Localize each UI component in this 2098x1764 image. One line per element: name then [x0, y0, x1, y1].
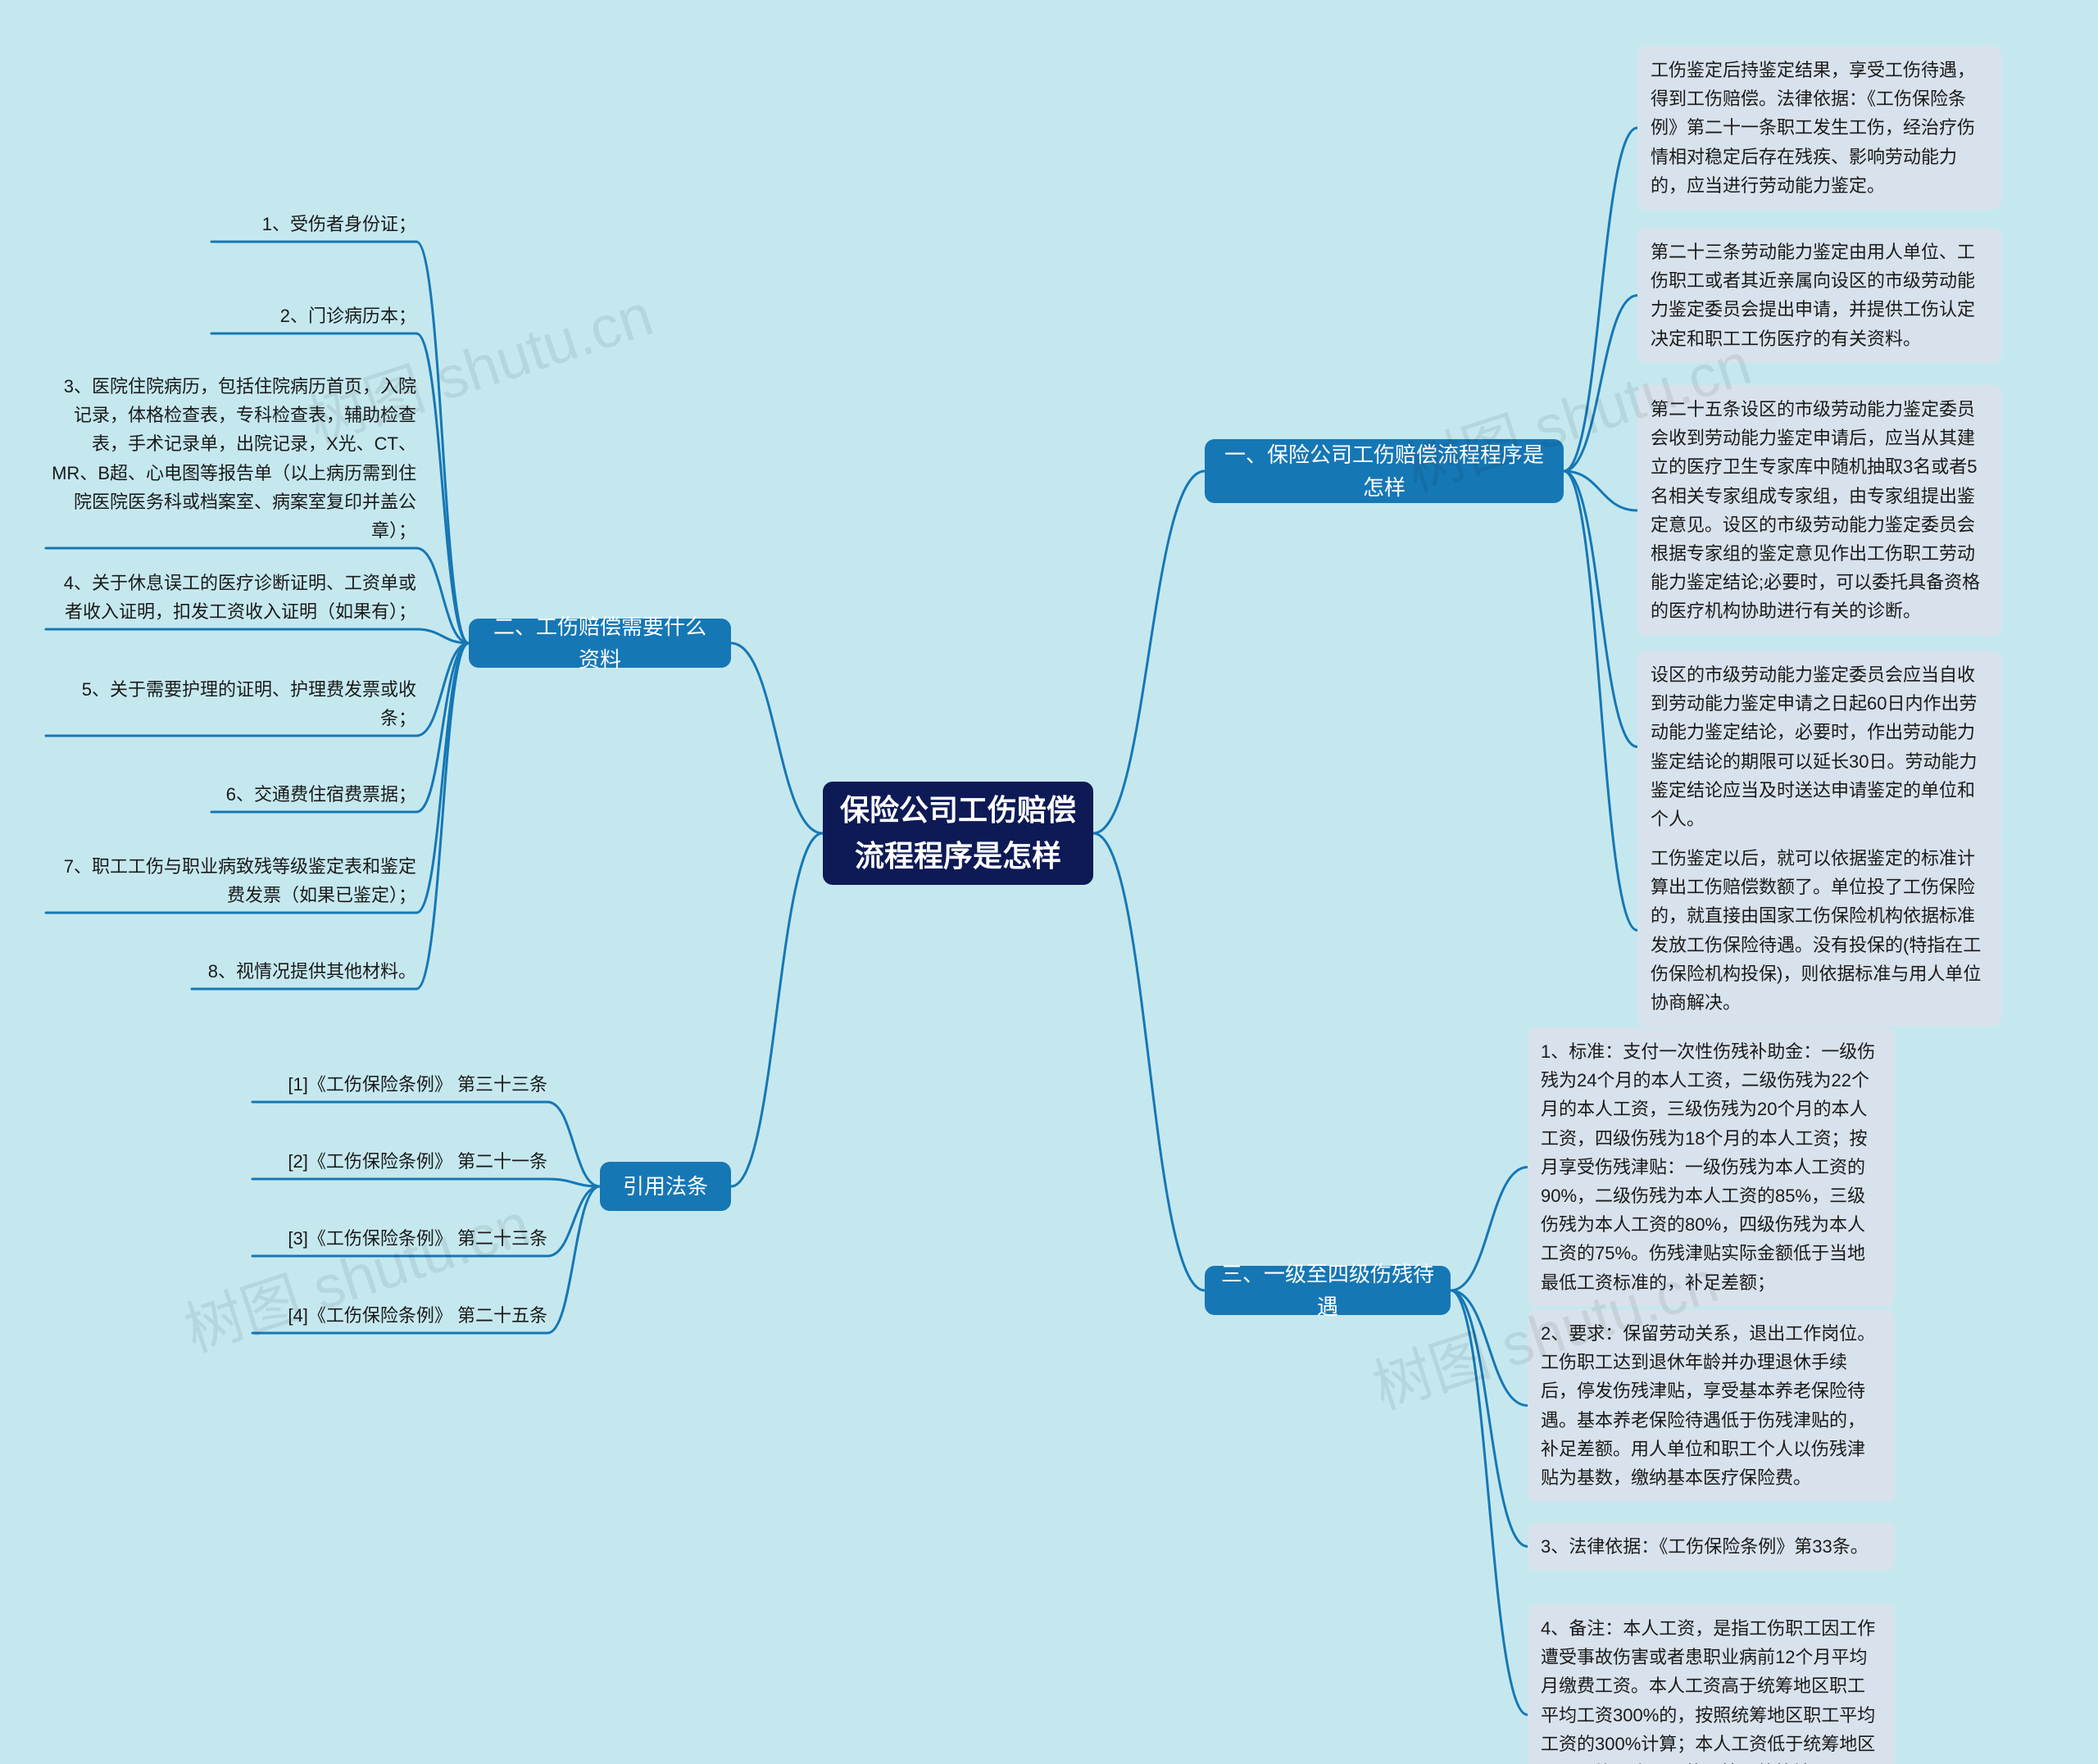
leaf-label: 5、关于需要护理的证明、护理费发票或收条；: [82, 679, 416, 728]
leaf-node[interactable]: [3]《工伤保险条例》 第二十三条: [252, 1224, 547, 1253]
branch-label: 一、保险公司工伤赔偿流程程序是怎样: [1221, 438, 1547, 505]
leaf-label: 2、门诊病历本；: [280, 306, 416, 326]
branch-node-1[interactable]: 一、保险公司工伤赔偿流程程序是怎样: [1205, 439, 1564, 503]
leaf-label: 4、关于休息误工的医疗诊断证明、工资单或者收入证明，扣发工资收入证明（如果有）；: [64, 573, 416, 622]
leaf-label: 2、要求：保留劳动关系，退出工作岗位。工伤职工达到退休年龄并办理退休手续后，停发…: [1541, 1323, 1875, 1488]
leaf-label: 第二十三条劳动能力鉴定由用人单位、工伤职工或者其近亲属向设区的市级劳动能力鉴定委…: [1651, 242, 1975, 349]
leaf-label: 6、交通费住宿费票据；: [226, 784, 416, 805]
leaf-node[interactable]: 3、医院住院病历，包括住院病历首页，入院记录，体格检查表，专科检查表，辅助检查表…: [46, 372, 416, 545]
leaf-label: 设区的市级劳动能力鉴定委员会应当自收到劳动能力鉴定申请之日起60日内作出劳动能力…: [1651, 664, 1977, 829]
leaf-label: [2]《工伤保险条例》 第二十一条: [288, 1151, 547, 1172]
leaf-node[interactable]: 1、标准：支付一次性伤残补助金：一级伤残为24个月的本人工资，二级伤残为22个月…: [1528, 1027, 1895, 1307]
leaf-label: [1]《工伤保险条例》 第三十三条: [288, 1074, 547, 1095]
leaf-label: 3、医院住院病历，包括住院病历首页，入院记录，体格检查表，专科检查表，辅助检查表…: [52, 376, 416, 541]
leaf-label: 1、受伤者身份证；: [262, 214, 416, 234]
leaf-label: [3]《工伤保险条例》 第二十三条: [288, 1228, 547, 1249]
branch-label: 二、工伤赔偿需要什么资料: [485, 610, 715, 677]
root-label: 保险公司工伤赔偿流程程序是怎样: [839, 787, 1077, 879]
leaf-node[interactable]: 7、职工工伤与职业病致残等级鉴定表和鉴定费发票（如果已鉴定）；: [46, 852, 416, 909]
leaf-node[interactable]: [4]《工伤保险条例》 第二十五条: [252, 1301, 547, 1330]
branch-label: 引用法条: [623, 1170, 708, 1203]
leaf-node[interactable]: 1、受伤者身份证；: [211, 210, 416, 238]
branch-label: 三、一级至四级伤残待遇: [1221, 1258, 1434, 1324]
leaf-label: [4]《工伤保险条例》 第二十五条: [288, 1305, 547, 1326]
leaf-node[interactable]: 3、法律依据：《工伤保险条例》第33条。: [1528, 1522, 1895, 1571]
leaf-node[interactable]: [2]《工伤保险条例》 第二十一条: [252, 1147, 547, 1176]
leaf-label: 4、备注：本人工资，是指工伤职工因工作遭受事故伤害或者患职业病前12个月平均月缴…: [1541, 1618, 1875, 1764]
leaf-node[interactable]: [1]《工伤保险条例》 第三十三条: [252, 1070, 547, 1099]
leaf-label: 1、标准：支付一次性伤残补助金：一级伤残为24个月的本人工资，二级伤残为22个月…: [1541, 1041, 1875, 1293]
leaf-label: 7、职工工伤与职业病致残等级鉴定表和鉴定费发票（如果已鉴定）；: [64, 856, 416, 905]
leaf-node[interactable]: 工伤鉴定后持鉴定结果，享受工伤待遇，得到工伤赔偿。法律依据：《工伤保险条例》第二…: [1637, 46, 2001, 210]
leaf-node[interactable]: 第二十三条劳动能力鉴定由用人单位、工伤职工或者其近亲属向设区的市级劳动能力鉴定委…: [1637, 228, 2001, 363]
branch-node-2[interactable]: 二、工伤赔偿需要什么资料: [469, 619, 731, 668]
branch-node-4[interactable]: 引用法条: [600, 1162, 731, 1211]
leaf-node[interactable]: 6、交通费住宿费票据；: [211, 780, 416, 809]
leaf-label: 第二十五条设区的市级劳动能力鉴定委员会收到劳动能力鉴定申请后，应当从其建立的医疗…: [1651, 399, 1980, 621]
leaf-node[interactable]: 2、要求：保留劳动关系，退出工作岗位。工伤职工达到退休年龄并办理退休手续后，停发…: [1528, 1309, 1895, 1502]
root-node[interactable]: 保险公司工伤赔偿流程程序是怎样: [823, 782, 1093, 885]
leaf-node[interactable]: 5、关于需要护理的证明、护理费发票或收条；: [46, 675, 416, 732]
leaf-node[interactable]: 设区的市级劳动能力鉴定委员会应当自收到劳动能力鉴定申请之日起60日内作出劳动能力…: [1637, 651, 2001, 843]
leaf-label: 3、法律依据：《工伤保险条例》第33条。: [1541, 1536, 1869, 1557]
leaf-label: 工伤鉴定后持鉴定结果，享受工伤待遇，得到工伤赔偿。法律依据：《工伤保险条例》第二…: [1651, 60, 1975, 196]
leaf-label: 8、视情况提供其他材料。: [208, 961, 416, 982]
leaf-node[interactable]: 2、门诊病历本；: [211, 302, 416, 330]
leaf-node[interactable]: 4、关于休息误工的医疗诊断证明、工资单或者收入证明，扣发工资收入证明（如果有）；: [46, 569, 416, 626]
branch-node-3[interactable]: 三、一级至四级伤残待遇: [1205, 1266, 1451, 1315]
leaf-node[interactable]: 4、备注：本人工资，是指工伤职工因工作遭受事故伤害或者患职业病前12个月平均月缴…: [1528, 1604, 1895, 1764]
leaf-node[interactable]: 工伤鉴定以后，就可以依据鉴定的标准计算出工伤赔偿数额了。单位投了工伤保险的，就直…: [1637, 834, 2001, 1027]
leaf-node[interactable]: 8、视情况提供其他材料。: [192, 957, 416, 986]
leaf-label: 工伤鉴定以后，就可以依据鉴定的标准计算出工伤赔偿数额了。单位投了工伤保险的，就直…: [1651, 848, 1981, 1013]
leaf-node[interactable]: 第二十五条设区的市级劳动能力鉴定委员会收到劳动能力鉴定申请后，应当从其建立的医疗…: [1637, 385, 2001, 636]
